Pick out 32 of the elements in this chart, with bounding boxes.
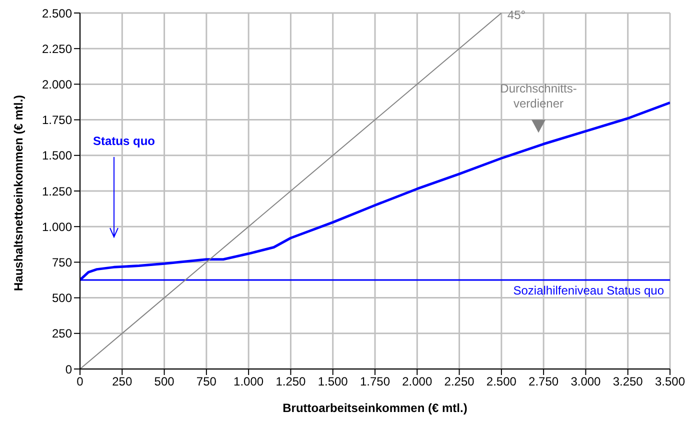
- annotation: Status quo: [93, 134, 155, 148]
- y-tick-label: 0: [65, 362, 72, 376]
- x-tick-label: 1.250: [276, 374, 306, 389]
- y-tick-label: 1.500: [42, 148, 72, 163]
- y-tick-label: 1.000: [42, 220, 72, 234]
- annotation: 45°: [507, 8, 526, 22]
- y-tick-label: 1.750: [42, 113, 72, 128]
- x-tick-label: 1.750: [360, 374, 390, 389]
- y-tick-label: 2.500: [42, 6, 72, 20]
- x-tick-label: 0: [76, 374, 84, 389]
- x-axis-title: Bruttoarbeitseinkommen (€ mtl.): [282, 401, 468, 415]
- y-tick-label: 750: [52, 255, 72, 270]
- x-tick-label: 500: [154, 374, 175, 389]
- y-tick-label: 500: [52, 291, 72, 306]
- y-tick-label: 2.250: [42, 42, 72, 56]
- x-tick-label: 3.500: [654, 374, 686, 389]
- x-tick-label: 2.000: [402, 374, 432, 389]
- x-tick-label: 250: [112, 374, 132, 389]
- x-tick-label: 3.250: [612, 374, 644, 389]
- x-tick-label: 750: [196, 374, 217, 389]
- y-axis-title: Haushaltsnettoeinkommen (€ mtl.): [11, 94, 26, 291]
- x-tick-label: 3.000: [570, 374, 602, 389]
- y-tick-label: 1.250: [42, 184, 72, 198]
- x-tick-label: 2.250: [444, 374, 475, 389]
- annotation: Durchschnitts- verdiener: [500, 82, 577, 111]
- x-tick-label: 2.500: [486, 374, 517, 389]
- x-tick-label: 1.000: [234, 374, 264, 389]
- x-tick-label: 1.500: [318, 374, 348, 389]
- y-tick-label: 2.000: [42, 77, 72, 92]
- ref-line-label: Sozialhilfeniveau Status quo: [513, 284, 664, 298]
- x-tick-label: 2.750: [528, 374, 559, 389]
- y-tick-label: 250: [52, 326, 72, 341]
